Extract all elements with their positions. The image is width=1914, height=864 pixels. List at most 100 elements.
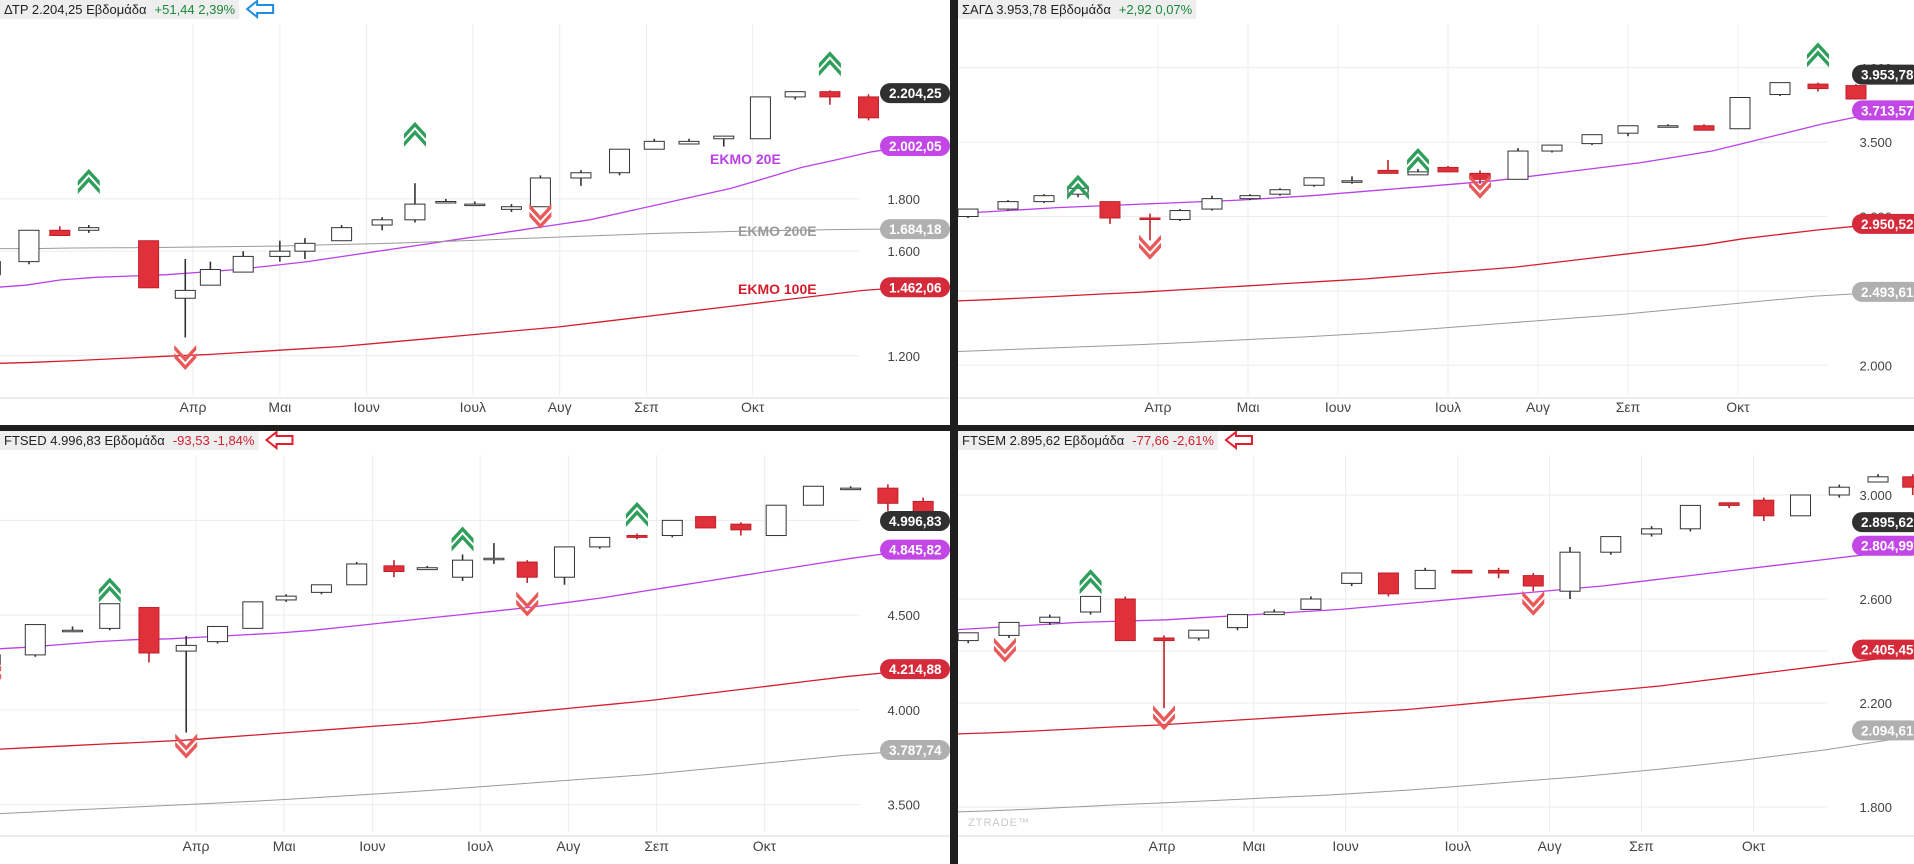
- ema-line-ema200: [958, 735, 1914, 813]
- chart-svg[interactable]: ΕΚΜΟ 20Ε ΕΚΜΟ 200Ε ΕΚΜΟ 100Ε 1.200 1.600 1.80…: [0, 0, 950, 425]
- buy-arrow-icon: [1807, 42, 1829, 60]
- x-tick-label: Αυγ: [548, 399, 572, 415]
- candle-body: [49, 229, 71, 236]
- sell-arrow-icon: [0, 673, 2, 680]
- sell-arrow-icon: [529, 203, 552, 221]
- candle-body: [1581, 134, 1603, 145]
- candle-body: [1507, 150, 1529, 180]
- horizontal-divider[interactable]: [0, 425, 1914, 431]
- candle-body: [1080, 595, 1102, 613]
- last-value-pill: [1852, 512, 1914, 533]
- x-tick-label: Ιουν: [1325, 399, 1351, 415]
- candle-body: [346, 563, 368, 586]
- chart-svg[interactable]: 1.8002.2002.4002.6003.000ΑπρΜαιΙουνΙουλΑ…: [958, 431, 1914, 864]
- last-value-label: 1.462,06: [880, 277, 950, 298]
- sell-arrow-icon: [993, 637, 1016, 655]
- last-value-pill: [1852, 213, 1914, 234]
- header-change-bg: [1114, 0, 1197, 19]
- sell-arrow-icon: [1139, 242, 1161, 260]
- candle-body: [553, 546, 575, 578]
- candle-body: [207, 625, 229, 643]
- candle-body: [1451, 569, 1473, 574]
- vertical-divider[interactable]: [950, 0, 958, 864]
- ema-label: ΕΚΜΟ 100Ε: [738, 281, 817, 297]
- last-value-text: 1.462,06: [889, 280, 942, 295]
- sell-arrow-icon: [1153, 705, 1176, 723]
- candle-body: [1139, 217, 1161, 220]
- sell-arrow-icon: [174, 345, 197, 363]
- candle-body: [1407, 171, 1429, 176]
- sell-arrow-icon: [516, 591, 539, 609]
- ema-line-ema20: [958, 109, 1895, 214]
- x-tick-label: Οκτ: [753, 838, 777, 854]
- candle-body: [174, 289, 196, 299]
- x-tick-label: Ιουλ: [467, 838, 493, 854]
- ema-line-ema200: [958, 291, 1895, 353]
- trend-arrow-icon: [264, 431, 294, 451]
- y-tick-label: 3.500: [1859, 135, 1892, 150]
- ema-line-ema100: [958, 223, 1895, 302]
- x-tick-label: Σεπ: [644, 838, 669, 854]
- candle-body: [1239, 195, 1261, 200]
- trend-arrow-icon: [245, 0, 275, 20]
- candle-body: [404, 203, 426, 221]
- sell-arrow-icon: [0, 665, 2, 672]
- last-value-label: 4.996,83: [880, 510, 950, 531]
- candle-body: [626, 535, 648, 538]
- candle-body: [749, 96, 771, 140]
- candle-body: [1729, 97, 1751, 130]
- chart-header: FTSEM 2.895,62 Εβδομάδα -77,66 -2,61%: [958, 431, 1253, 451]
- candle-body: [138, 240, 160, 289]
- y-tick-label: 4.000: [887, 703, 920, 718]
- candle-body: [483, 557, 505, 561]
- buy-arrow-icon: [1807, 50, 1829, 68]
- last-value-pill: [1852, 100, 1914, 121]
- y-tick-label: 1.200: [887, 349, 920, 364]
- x-tick-label: Σεπ: [1616, 399, 1641, 415]
- chart-header: ΔΤΡ 2.204,25 Εβδομάδα +51,44 2,39%: [0, 0, 275, 20]
- candle-body: [1201, 198, 1223, 210]
- chart-panel-dtr[interactable]: ΕΚΜΟ 20Ε ΕΚΜΟ 200Ε ΕΚΜΟ 100Ε 1.200 1.600 1.80…: [0, 0, 950, 425]
- candle-body: [1188, 629, 1210, 639]
- candle-body: [570, 172, 592, 179]
- grid: [0, 24, 950, 399]
- candle-body: [678, 140, 700, 145]
- chart-svg[interactable]: 2.0002.5003.0003.5004.000ΑπρΜαιΙουνΙουλΑ…: [958, 0, 1914, 425]
- last-value-label: 3.713,57: [1852, 100, 1914, 121]
- x-tick-label: Αυγ: [1526, 399, 1550, 415]
- header-title: FTSEM 2.895,62 Εβδομάδα: [962, 433, 1125, 448]
- sell-arrow-icon: [1469, 173, 1491, 191]
- candle-body: [1263, 611, 1285, 616]
- x-tick-label: Ιουλ: [460, 399, 486, 415]
- last-value-text: 3.787,74: [889, 743, 942, 758]
- candle-body: [997, 201, 1019, 210]
- candle-body: [1679, 504, 1701, 530]
- candle-body: [371, 219, 393, 226]
- candle-body: [500, 206, 522, 210]
- sell-arrow-icon: [175, 733, 198, 751]
- x-tick-label: Ιουλ: [1445, 838, 1471, 854]
- header-bg: [0, 431, 169, 450]
- last-value-pill: [880, 659, 950, 680]
- chart-panel-ftsem[interactable]: 1.8002.2002.4002.6003.000ΑπρΜαιΙουνΙουλΑ…: [958, 431, 1914, 864]
- candle-body: [589, 536, 611, 548]
- candle-body: [452, 559, 474, 578]
- chart-header: ΣΑΓΔ 3.953,78 Εβδομάδα +2,92 0,07%: [958, 0, 1197, 19]
- sell-arrow-icon: [1153, 713, 1176, 731]
- chart-panel-sagd[interactable]: 2.0002.5003.0003.5004.000ΑπρΜαιΙουνΙουλΑ…: [958, 0, 1914, 425]
- candle-body: [1807, 83, 1829, 90]
- y-tick-label: 4.500: [887, 608, 920, 623]
- chart-panel-ftsed[interactable]: 3.5004.0004.5005.000ΑπρΜαιΙουνΙουλΑυγΣεπ…: [0, 431, 950, 864]
- candle-body: [1067, 187, 1089, 195]
- chart-svg[interactable]: 3.5004.0004.5005.000ΑπρΜαιΙουνΙουλΑυγΣεπ…: [0, 431, 950, 864]
- ema-line-ema100: [958, 653, 1914, 735]
- candle-body: [1341, 180, 1363, 183]
- candle-body: [1226, 614, 1248, 629]
- x-tick-label: Αυγ: [556, 838, 580, 854]
- candle-body: [383, 565, 405, 573]
- candle-body: [1341, 572, 1363, 584]
- y-tick-label: 1.800: [887, 192, 920, 207]
- last-value-pill: [880, 740, 950, 761]
- candle-body: [819, 91, 841, 98]
- candle-body: [1617, 125, 1639, 134]
